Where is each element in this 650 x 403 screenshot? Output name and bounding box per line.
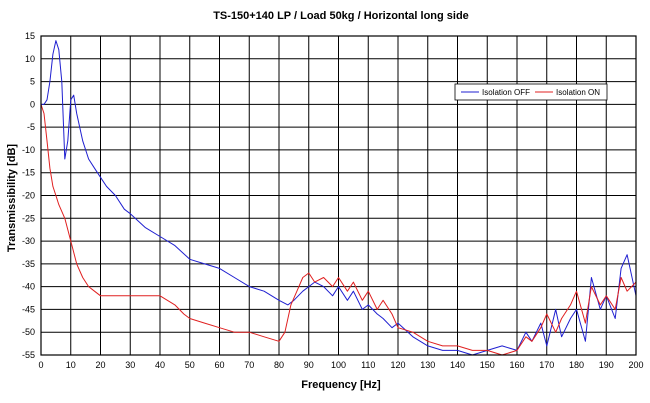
x-tick-label: 110 [361, 360, 375, 370]
x-tick-label: 170 [539, 360, 554, 370]
y-axis-title: Transmissibility [dB] [6, 144, 18, 253]
x-tick-label: 0 [38, 360, 43, 370]
x-tick-label: 40 [155, 360, 165, 370]
y-tick-label: -35 [22, 259, 35, 269]
y-tick-label: 0 [30, 99, 35, 109]
y-tick-label: 10 [25, 54, 35, 64]
x-tick-label: 190 [599, 360, 614, 370]
x-tick-label: 90 [304, 360, 314, 370]
chart-title: TS-150+140 LP / Load 50kg / Horizontal l… [213, 10, 469, 22]
x-tick-label: 130 [420, 360, 435, 370]
x-tick-label: 140 [450, 360, 465, 370]
y-tick-label: -50 [22, 327, 35, 337]
y-tick-label: -40 [22, 282, 35, 292]
axes: 0 10 20 30 40 50 60 70 80 90 100 110 120 130 140 150 160… [22, 31, 644, 370]
legend-label: Isolation OFF [482, 88, 530, 97]
x-tick-label: 200 [628, 360, 643, 370]
y-tick-label: -5 [27, 122, 35, 132]
series-layer [40, 40, 637, 356]
y-tick-label: 5 [30, 77, 35, 87]
y-tick-label: -45 [22, 304, 35, 314]
x-tick-label: 180 [569, 360, 584, 370]
y-tick-label: -30 [22, 236, 35, 246]
x-tick-label: 80 [274, 360, 284, 370]
series-line-isolation-on [40, 104, 637, 356]
x-axis-title: Frequency [Hz] [301, 379, 381, 391]
x-tick-label: 120 [390, 360, 405, 370]
y-tick-label: -25 [22, 213, 35, 223]
plot-border [40, 35, 637, 356]
x-tick-label: 150 [480, 360, 495, 370]
x-tick-label: 20 [95, 360, 105, 370]
x-tick-label: 60 [214, 360, 224, 370]
legend-label: Isolation ON [556, 88, 600, 97]
y-tick-label: -55 [22, 350, 35, 360]
x-tick-label: 50 [185, 360, 195, 370]
x-tick-label: 30 [125, 360, 135, 370]
y-tick-label: -10 [22, 145, 35, 155]
x-tick-label: 10 [66, 360, 76, 370]
x-tick-label: 100 [331, 360, 346, 370]
y-tick-label: 15 [25, 31, 35, 41]
legend-box [454, 83, 608, 101]
legend: Isolation OFF Isolation ON [454, 83, 608, 101]
y-tick-label: -15 [22, 168, 35, 178]
x-tick-label: 70 [244, 360, 254, 370]
x-tick-label: 160 [509, 360, 524, 370]
y-tick-label: -20 [22, 191, 35, 201]
